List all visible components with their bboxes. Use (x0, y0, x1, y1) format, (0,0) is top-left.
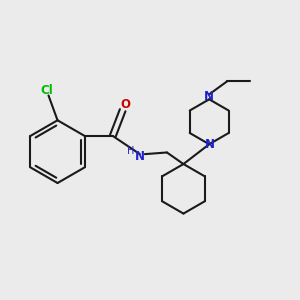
Text: N: N (205, 138, 215, 151)
Text: N: N (135, 150, 145, 163)
Text: H: H (127, 146, 134, 156)
Text: Cl: Cl (40, 84, 53, 97)
Text: O: O (120, 98, 130, 111)
Text: N: N (204, 90, 214, 103)
